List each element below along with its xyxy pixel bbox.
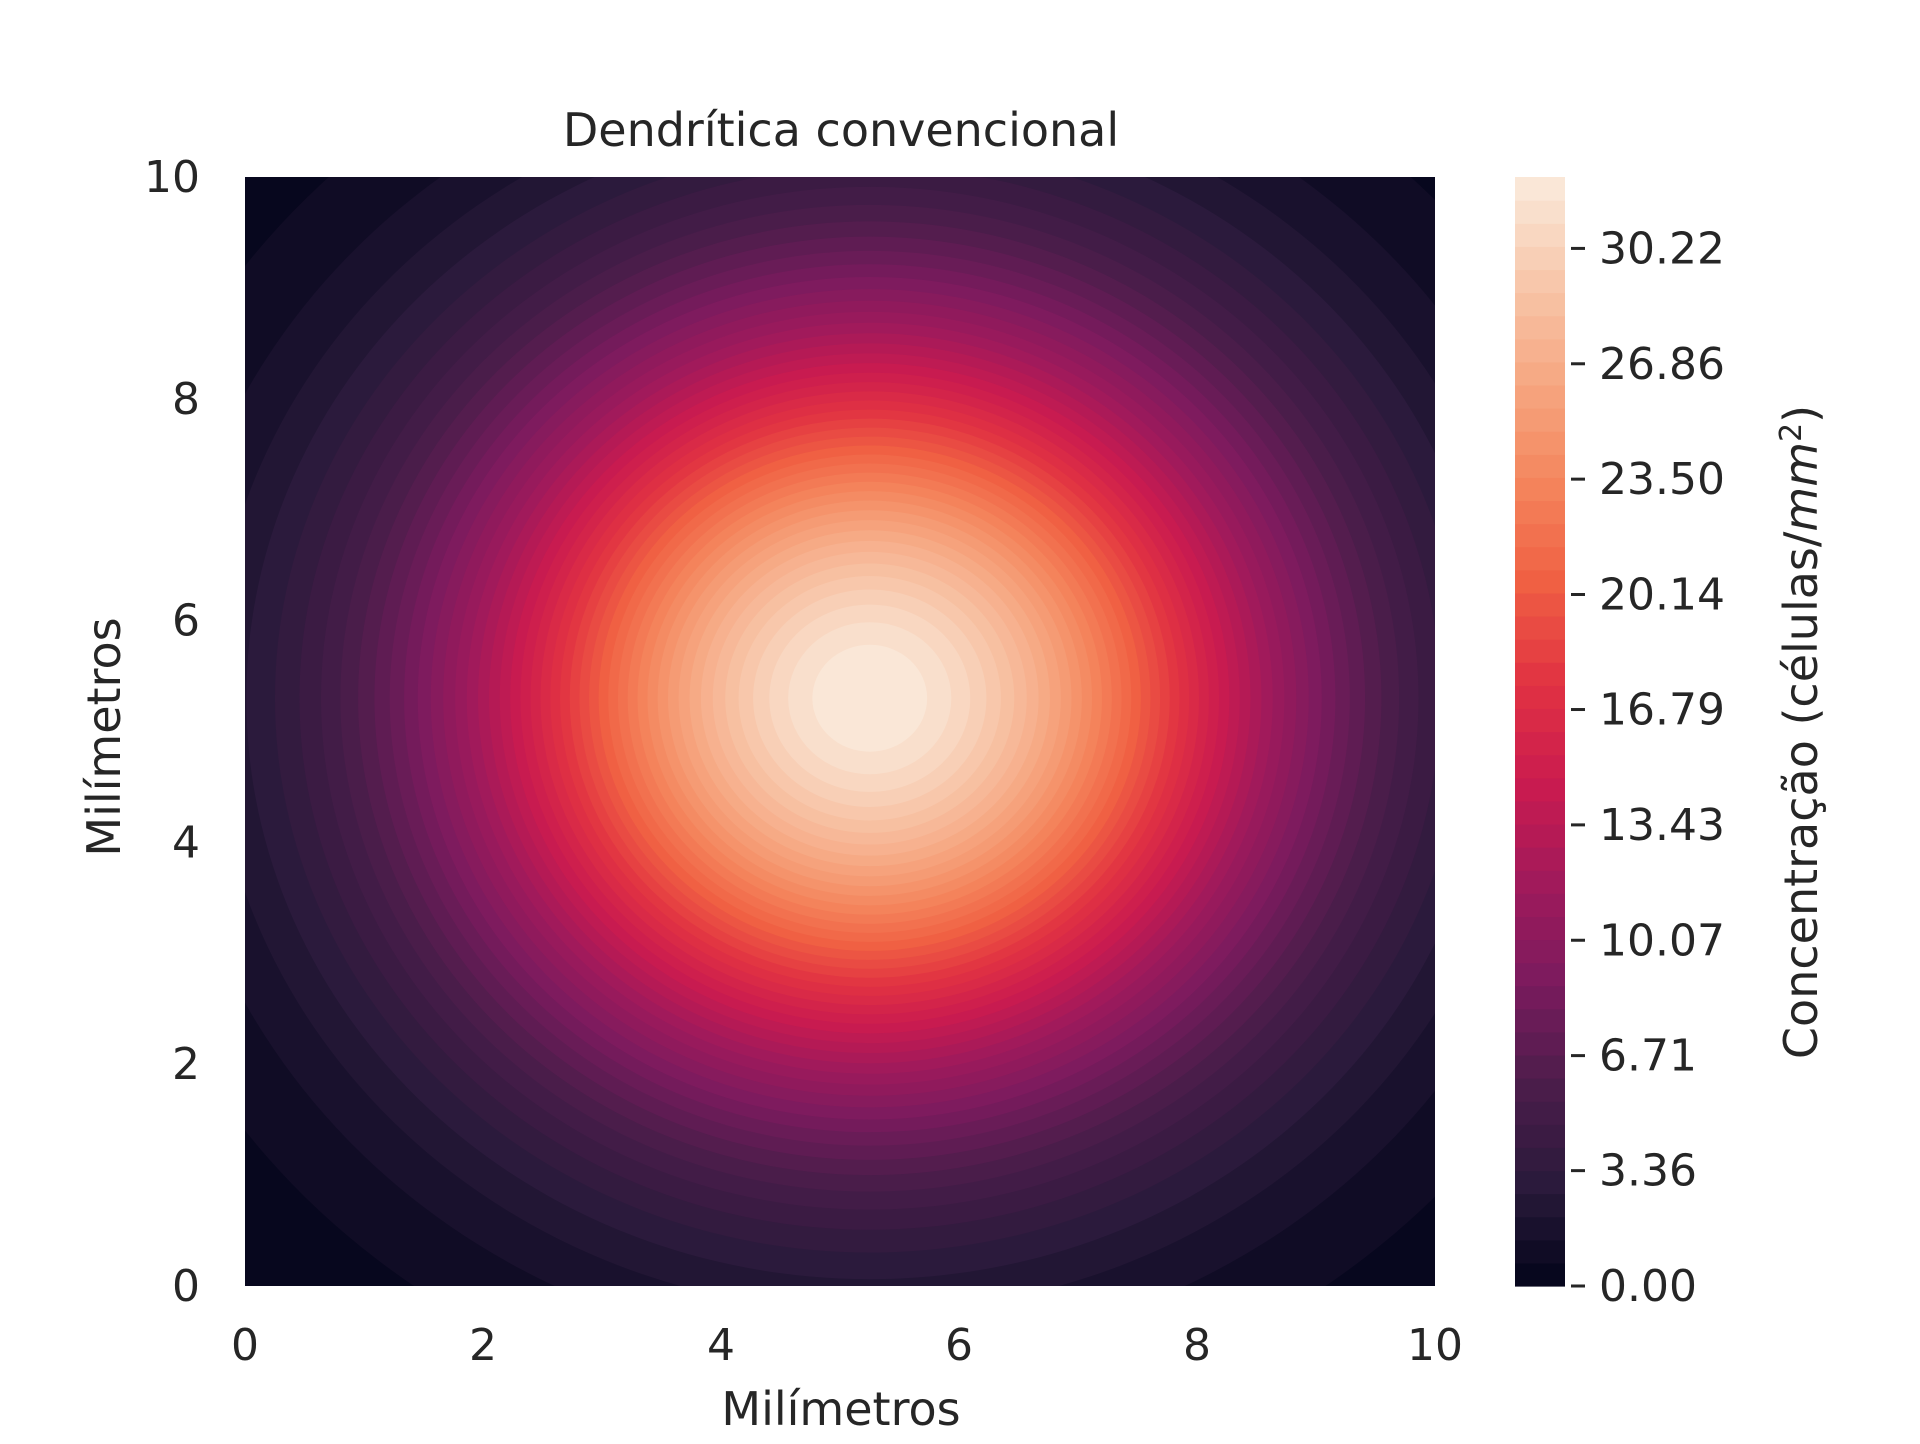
colorbar-band — [1515, 1078, 1565, 1102]
colorbar-band — [1515, 338, 1565, 363]
colorbar-band — [1515, 916, 1565, 941]
colorbar-tick-label: 0.00 — [1599, 1261, 1697, 1312]
colorbar-band — [1515, 500, 1565, 525]
colorbar-label-prefix: Concentração (células/ — [1774, 531, 1828, 1059]
colorbar-band — [1515, 454, 1565, 478]
colorbar-band — [1515, 1147, 1565, 1172]
colorbar-band — [1515, 962, 1565, 987]
heatmap-plot-area — [245, 177, 1435, 1286]
colorbar-band — [1515, 431, 1565, 455]
x-tick-label: 6 — [945, 1320, 973, 1371]
x-tick-label: 4 — [707, 1320, 735, 1371]
colorbar-label-unit: mm — [1774, 442, 1828, 532]
x-tick-label: 2 — [469, 1320, 497, 1371]
colorbar-band — [1515, 1216, 1565, 1241]
colorbar-band — [1515, 1031, 1565, 1056]
colorbar-band — [1515, 1054, 1565, 1079]
colorbar-band — [1515, 223, 1565, 247]
y-axis-ticks: 0 2 4 6 8 10 — [144, 152, 200, 1312]
colorbar-band — [1515, 592, 1565, 617]
x-tick-label: 8 — [1183, 1320, 1211, 1371]
colorbar-band — [1515, 639, 1565, 663]
colorbar-band — [1515, 569, 1565, 594]
colorbar-label-suffix: ) — [1774, 405, 1828, 423]
colorbar-band — [1515, 708, 1565, 733]
colorbar-band — [1515, 246, 1565, 271]
y-tick-label: 0 — [172, 1261, 200, 1312]
contour-level-47 — [812, 644, 928, 752]
colorbar-band — [1515, 200, 1565, 224]
colorbar-label: Concentração (células/mm2) — [1774, 405, 1828, 1059]
colorbar-band — [1515, 800, 1565, 825]
colorbar-band — [1515, 1008, 1565, 1033]
colorbar: 0.00 3.36 6.71 10.07 13.43 16.79 20.14 23.50 26.… — [1515, 177, 1725, 1312]
colorbar-band — [1515, 847, 1565, 871]
colorbar-band — [1515, 1101, 1565, 1125]
colorbar-band — [1515, 662, 1565, 686]
colorbar-band — [1515, 523, 1565, 548]
colorbar-band — [1515, 1239, 1565, 1264]
colorbar-band — [1515, 1262, 1565, 1287]
colorbar-tick-label: 6.71 — [1599, 1031, 1697, 1082]
colorbar-band — [1515, 384, 1565, 409]
y-axis-label: Milímetros — [77, 617, 131, 856]
colorbar-band — [1515, 477, 1565, 502]
colorbar-tick-label: 10.07 — [1599, 915, 1725, 966]
colorbar-band — [1515, 292, 1565, 317]
colorbar-band — [1515, 777, 1565, 802]
colorbar-tick-label: 30.22 — [1599, 223, 1725, 274]
colorbar-tick-label: 26.86 — [1599, 339, 1725, 390]
colorbar-band — [1515, 177, 1565, 201]
colorbar-band — [1515, 823, 1565, 848]
colorbar-band — [1515, 546, 1565, 571]
y-tick-label: 8 — [172, 374, 200, 425]
x-tick-label: 10 — [1407, 1320, 1463, 1371]
y-tick-label: 2 — [172, 1039, 200, 1090]
x-axis-ticks: 0 2 4 6 8 10 — [231, 1320, 1463, 1371]
colorbar-tick-label: 16.79 — [1599, 685, 1725, 736]
colorbar-band — [1515, 615, 1565, 640]
colorbar-band — [1515, 685, 1565, 709]
colorbar-band — [1515, 1193, 1565, 1218]
colorbar-band — [1515, 315, 1565, 340]
y-tick-label: 10 — [144, 152, 200, 203]
colorbar-band — [1515, 939, 1565, 964]
colorbar-band — [1515, 754, 1565, 779]
colorbar-tick-label: 3.36 — [1599, 1146, 1697, 1197]
colorbar-band — [1515, 269, 1565, 294]
colorbar-tick-label: 20.14 — [1599, 570, 1725, 621]
colorbar-label-exponent: 2 — [1774, 423, 1809, 442]
colorbar-band — [1515, 361, 1565, 386]
colorbar-tick-label: 13.43 — [1599, 800, 1725, 851]
y-tick-label: 4 — [172, 817, 200, 868]
colorbar-band — [1515, 985, 1565, 1010]
x-tick-label: 0 — [231, 1320, 259, 1371]
colorbar-band — [1515, 731, 1565, 756]
colorbar-band — [1515, 893, 1565, 917]
colorbar-band — [1515, 1170, 1565, 1195]
contour-bands — [245, 177, 1435, 1286]
chart-title: Dendrítica convencional — [563, 103, 1119, 157]
colorbar-band — [1515, 870, 1565, 894]
colorbar-band — [1515, 1124, 1565, 1148]
x-axis-label: Milímetros — [721, 1382, 960, 1436]
y-tick-label: 6 — [172, 596, 200, 647]
colorbar-tick-label: 23.50 — [1599, 454, 1725, 505]
colorbar-band — [1515, 408, 1565, 432]
